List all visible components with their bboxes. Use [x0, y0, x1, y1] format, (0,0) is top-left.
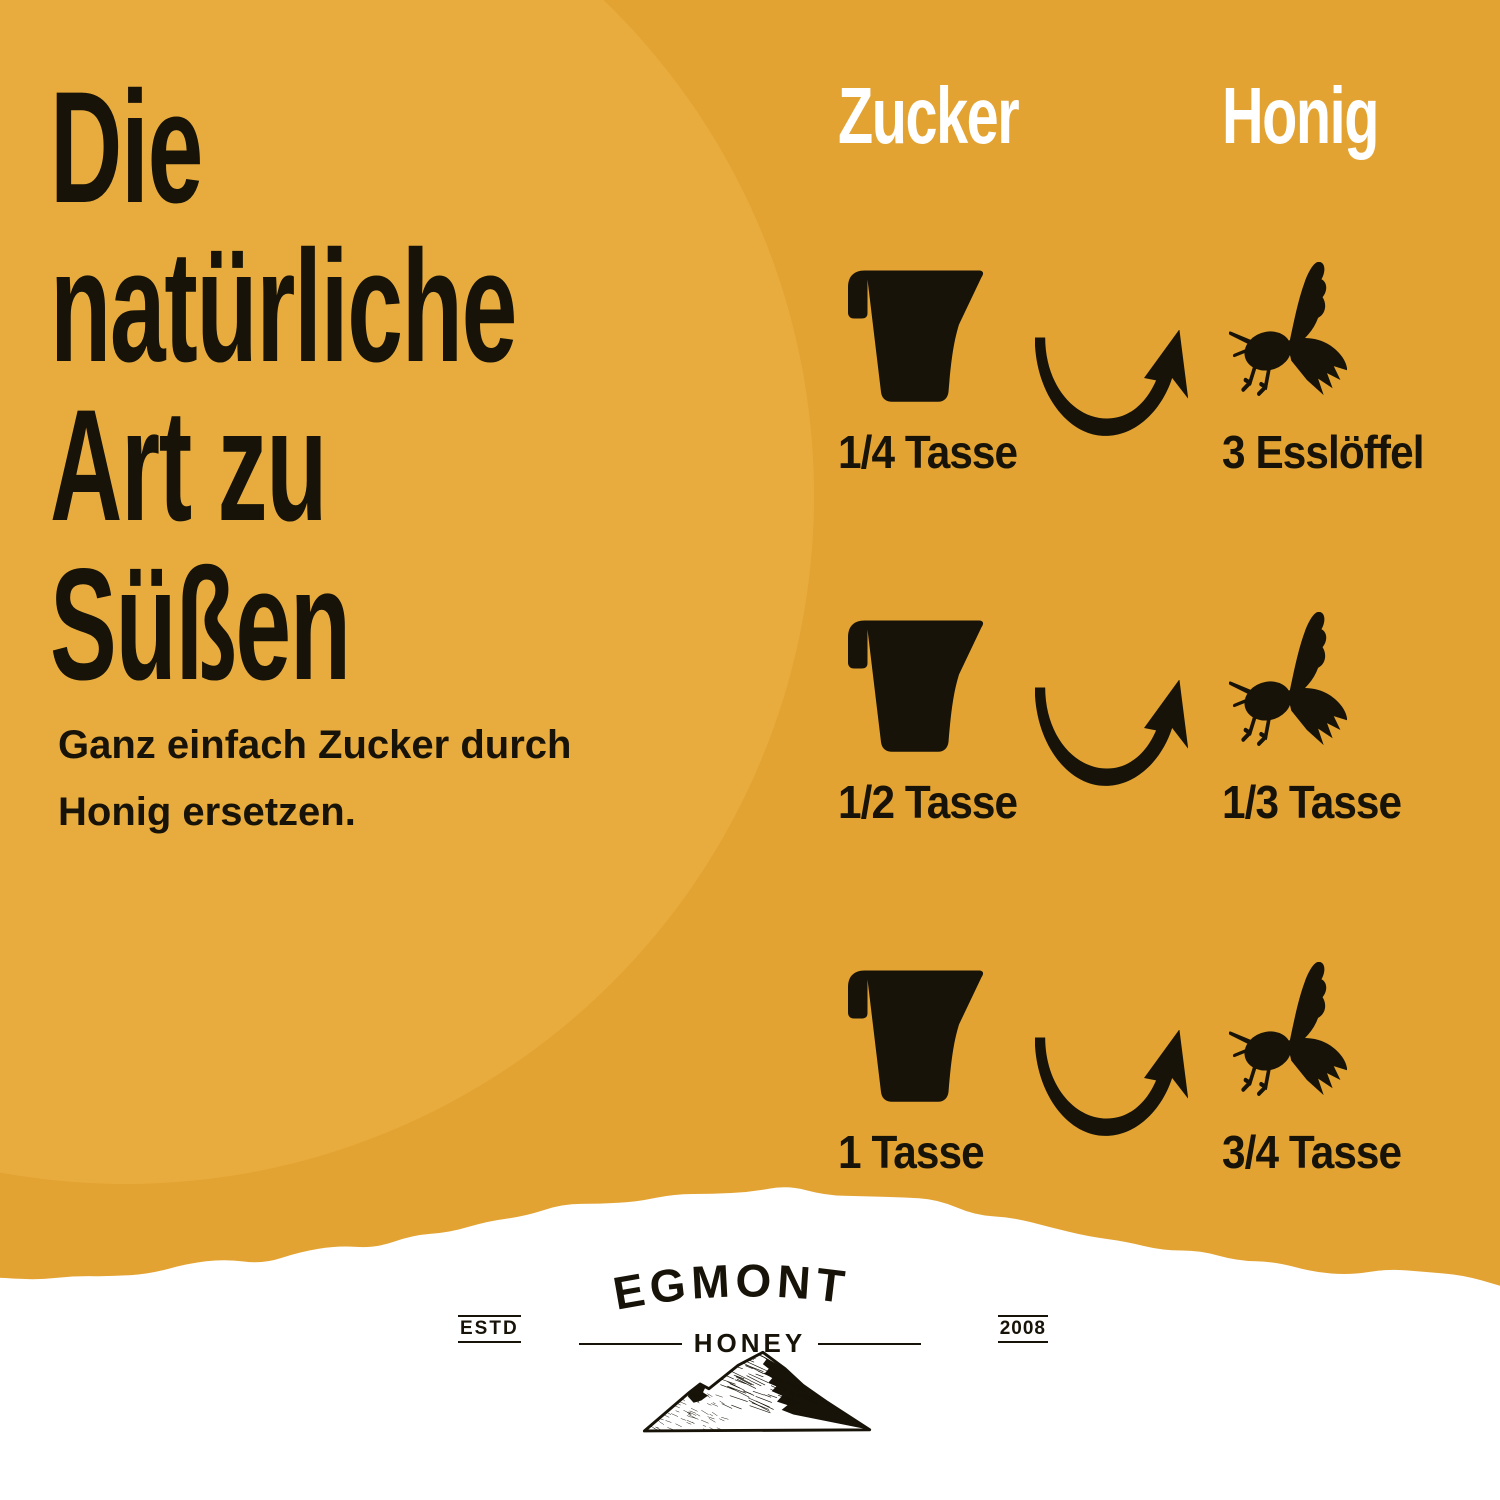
svg-text:EGMONT: EGMONT [609, 1255, 852, 1320]
